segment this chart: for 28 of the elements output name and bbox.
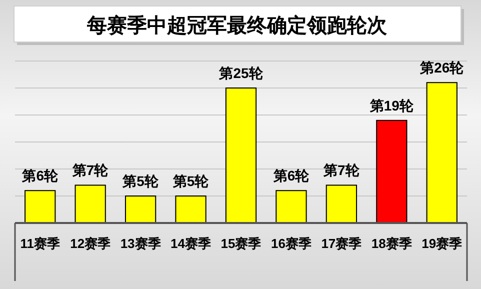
bar <box>376 120 408 224</box>
x-tick-label: 15赛季 <box>220 236 262 251</box>
data-label: 第6轮 <box>21 168 59 184</box>
data-label: 第5轮 <box>122 173 160 189</box>
data-label: 第7轮 <box>71 162 110 178</box>
bar <box>225 88 257 224</box>
data-label: 第7轮 <box>322 162 360 178</box>
data-label: 第6轮 <box>272 168 310 184</box>
x-tick-label: 12赛季 <box>70 236 111 251</box>
data-label: 第25轮 <box>218 65 264 81</box>
bar <box>175 196 206 224</box>
x-tick-label: 18赛季 <box>371 236 412 251</box>
x-tick-label: 11赛季 <box>20 236 60 251</box>
bar <box>74 184 106 224</box>
x-tick-label: 14赛季 <box>170 236 212 251</box>
bar <box>24 190 56 224</box>
x-tick-label: 19赛季 <box>422 236 462 251</box>
chart-title: 每赛季中超冠军最终确定领跑轮次 <box>86 14 388 37</box>
data-label: 第19轮 <box>368 97 414 114</box>
x-tick-label: 16赛季 <box>270 236 312 251</box>
data-label: 第26轮 <box>419 60 465 76</box>
bar <box>276 190 307 224</box>
bar <box>426 82 458 224</box>
bar <box>124 196 156 224</box>
bar <box>326 184 358 224</box>
x-tick-label: 13赛季 <box>120 236 161 251</box>
x-tick-label: 17赛季 <box>321 236 362 251</box>
data-label: 第5轮 <box>172 173 210 189</box>
